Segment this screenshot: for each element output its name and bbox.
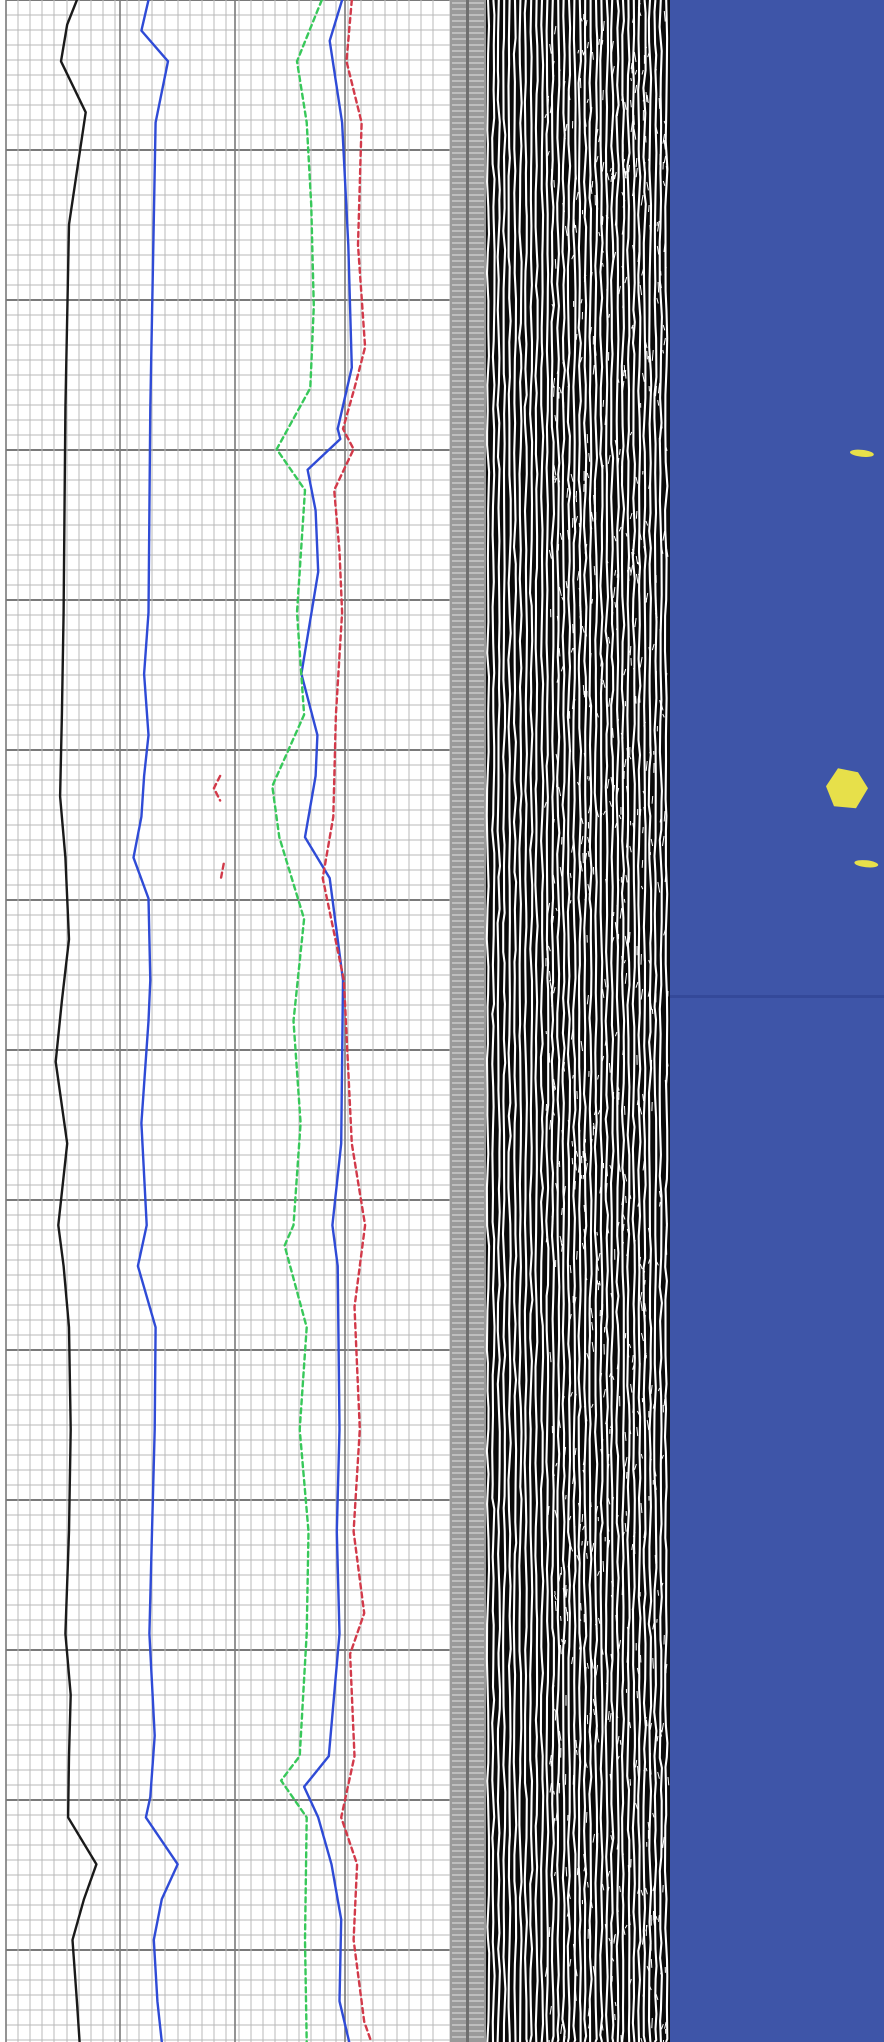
image-track-seam <box>670 995 884 998</box>
wiggle-trace-track <box>485 0 670 2042</box>
anomaly-blob-2 <box>825 768 868 809</box>
image-track-fill <box>670 0 884 2042</box>
log-curve-3 <box>300 0 353 2042</box>
log-curve-2 <box>132 0 179 2042</box>
depth-strip-centerline <box>466 0 469 2042</box>
grid-major-vertical <box>5 0 346 2042</box>
log-curve-6 <box>212 774 222 802</box>
anomaly-dash-1 <box>849 449 874 458</box>
image-track <box>670 0 884 2042</box>
anomaly-dash-3 <box>854 860 879 868</box>
log-curves <box>54 0 373 2042</box>
log-grid <box>5 0 451 2042</box>
log-curve-4 <box>271 0 323 2042</box>
log-curve-5 <box>321 0 373 2042</box>
log-curve-1 <box>54 0 98 2042</box>
grid-major-horizontal <box>6 0 450 1951</box>
depth-strip <box>450 0 486 2042</box>
grid-area <box>6 0 450 2042</box>
log-curve-7 <box>219 862 225 880</box>
wiggle-speckle <box>544 2 670 2042</box>
